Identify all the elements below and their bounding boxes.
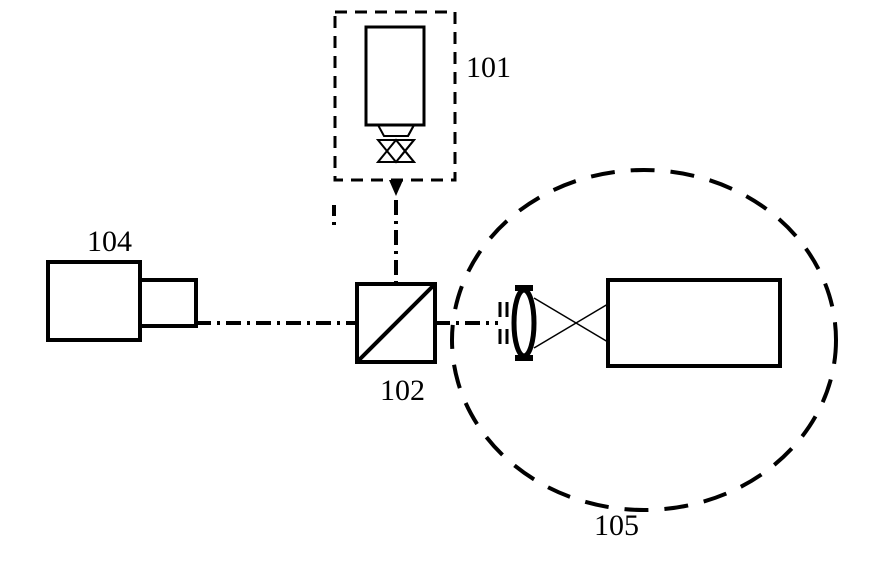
ray-upper xyxy=(534,298,608,342)
optical-diagram xyxy=(0,0,869,567)
patch xyxy=(260,5,400,205)
detector-inner xyxy=(140,280,196,326)
sample-box xyxy=(608,280,780,366)
lens-cap-bot xyxy=(515,355,533,361)
label-101: 101 xyxy=(466,51,511,85)
lens-cap-top xyxy=(515,285,533,291)
detector-outer xyxy=(48,262,140,340)
label-102: 102 xyxy=(380,374,425,408)
label-105: 105 xyxy=(594,509,639,543)
label-104: 104 xyxy=(87,225,132,259)
beamsplitter-diagonal xyxy=(357,284,435,362)
ray-lower xyxy=(534,304,608,348)
lens-body xyxy=(514,290,534,356)
